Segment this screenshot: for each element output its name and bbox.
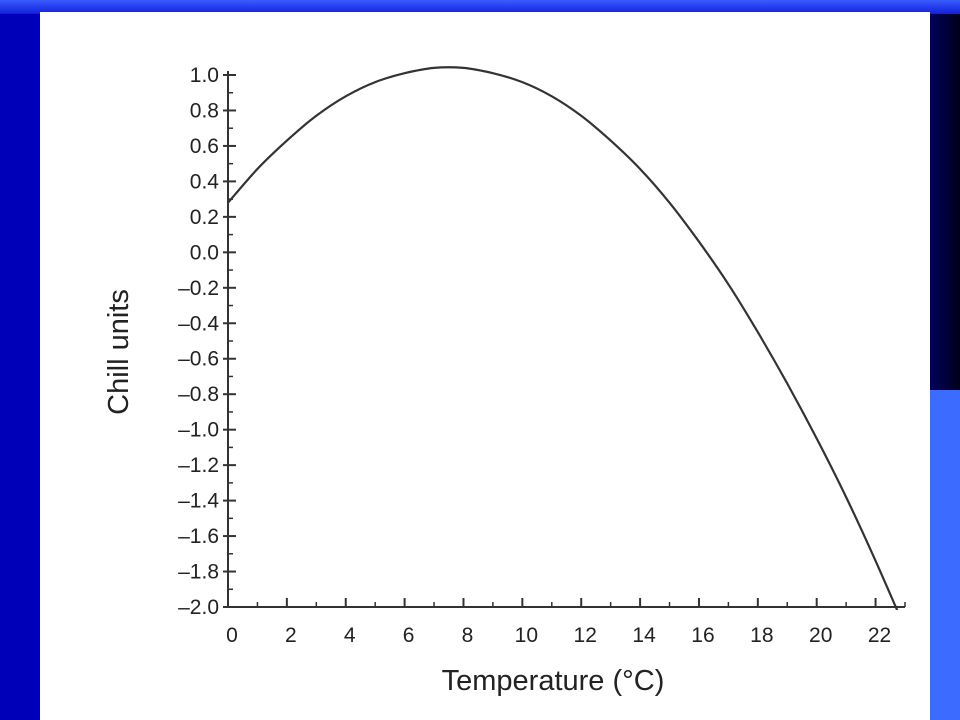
y-tick-label: –1.2 [178, 454, 219, 477]
y-tick-label: 0.6 [190, 135, 219, 158]
x-tick-label: 22 [868, 624, 891, 647]
background-top-glow [0, 0, 960, 14]
x-tick-label: 6 [403, 624, 415, 647]
x-tick-label: 18 [750, 624, 773, 647]
slide-panel [40, 12, 930, 720]
x-axis-title: Temperature (°C) [442, 665, 665, 697]
x-tick-label: 8 [462, 624, 474, 647]
series-layer [227, 66, 899, 610]
x-tick-label: 12 [574, 624, 597, 647]
x-axis: 0 2 4 6 8 10 12 14 16 18 20 22 [226, 598, 906, 647]
y-tick-label: –2.0 [178, 596, 219, 619]
y-tick-label: –1.6 [178, 525, 219, 548]
y-axis: 1.0 0.8 0.6 0.4 0.2 0.0 –0.2 –0.4 –0.6 –0.8 –1.0 –1… [178, 64, 236, 619]
background-right-tab [930, 390, 960, 720]
x-tick-label: 0 [226, 624, 238, 647]
y-tick-label: 1.0 [190, 64, 219, 87]
x-tick-label: 10 [515, 624, 538, 647]
x-tick-label: 14 [632, 624, 656, 647]
x-tick-label: 4 [344, 624, 356, 647]
y-tick-label: –0.6 [178, 348, 219, 371]
y-tick-label: –0.4 [178, 312, 219, 335]
x-tick-label: 2 [285, 624, 297, 647]
y-tick-label: –1.0 [178, 419, 219, 442]
y-tick-label: –1.8 [178, 561, 219, 584]
y-tick-label: –0.2 [178, 277, 219, 300]
chill-units-curve [227, 66, 899, 610]
x-tick-label: 20 [809, 624, 832, 647]
y-tick-label: 0.2 [190, 206, 219, 229]
y-tick-label: 0.4 [190, 170, 220, 193]
x-tick-label: 16 [691, 624, 714, 647]
y-axis-title: Chill units [103, 289, 135, 415]
y-tick-label: –0.8 [178, 383, 219, 406]
y-tick-label: 0.0 [190, 241, 219, 264]
y-tick-label: –1.4 [178, 490, 219, 513]
y-tick-label: 0.8 [190, 99, 219, 122]
